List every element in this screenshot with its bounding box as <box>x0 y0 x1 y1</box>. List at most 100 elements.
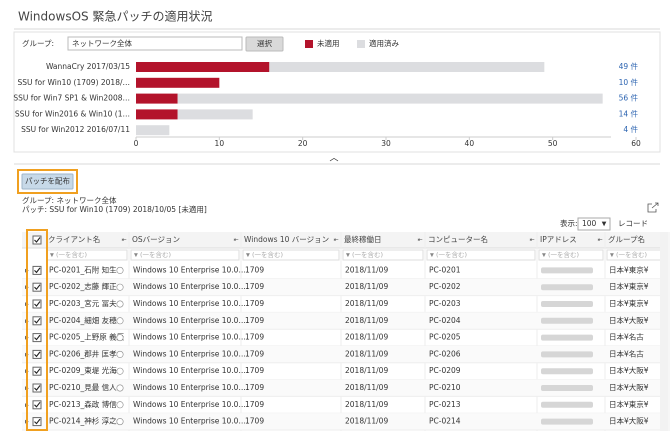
column-header[interactable]: Windows 10 バージョン <box>244 235 329 244</box>
row-checkbox[interactable] <box>32 333 42 343</box>
row-checkbox[interactable] <box>32 316 42 326</box>
row-checkbox[interactable] <box>32 299 42 309</box>
filter-placeholder: (一を含む) <box>252 251 283 259</box>
pin-icon[interactable]: ⇤ <box>333 237 338 244</box>
cell-win10: 1709 <box>245 316 264 325</box>
cell-client: PC-0202_志藤 輝正 <box>49 281 117 291</box>
info-icon[interactable] <box>116 418 124 426</box>
legend-swatch <box>305 40 313 48</box>
cell-computer: PC-0205 <box>429 333 461 342</box>
bar-segment[interactable] <box>136 109 178 120</box>
column-header[interactable]: OSバージョン <box>132 235 180 244</box>
bar-segment[interactable] <box>136 77 220 88</box>
bar-segment[interactable] <box>136 93 178 104</box>
column-header[interactable]: グループ名 <box>608 234 645 244</box>
column-header[interactable]: 最終稼働日 <box>344 234 382 244</box>
total-label: 14 件 <box>619 108 639 118</box>
filter-placeholder: (一を含む) <box>548 251 579 259</box>
cell-client: PC-0203_宮元 冨夫 <box>49 298 117 308</box>
info-icon[interactable] <box>116 367 124 375</box>
cell-win10: 1709 <box>245 366 264 375</box>
bar-segment[interactable] <box>136 125 170 136</box>
cell-group: 日本¥名古 <box>609 332 644 342</box>
cell-last: 2018/11/09 <box>345 349 388 358</box>
bar-segment[interactable] <box>136 62 270 72</box>
info-icon[interactable] <box>116 300 124 308</box>
filter-input[interactable] <box>242 249 340 261</box>
info-icon[interactable] <box>116 266 124 274</box>
column-header[interactable]: コンピューター名 <box>428 234 488 244</box>
select-button[interactable] <box>245 36 284 52</box>
bar-segment[interactable] <box>269 62 545 72</box>
legend-label: 適用済み <box>369 38 399 48</box>
cell-win10: 1709 <box>245 265 264 274</box>
row-checkbox[interactable] <box>32 400 42 410</box>
x-tick-label: 30 <box>381 139 391 148</box>
bar-segment[interactable] <box>177 93 603 104</box>
x-tick-label: 20 <box>298 139 308 148</box>
cell-computer: PC-0210 <box>429 383 461 392</box>
cell-computer: PC-0209 <box>429 366 461 375</box>
category-label: SSU for Win2012 2016/07/11 <box>21 125 130 134</box>
info-icon[interactable] <box>116 317 124 325</box>
info-icon[interactable] <box>116 283 124 291</box>
check-mark <box>34 317 41 324</box>
info-icon[interactable] <box>116 350 124 358</box>
x-tick-label: 50 <box>548 139 558 148</box>
row-checkbox[interactable] <box>32 366 42 376</box>
check-mark <box>34 237 41 243</box>
cell-os: Windows 10 Enterprise 10.0.… <box>133 265 248 274</box>
filter-input[interactable] <box>130 249 240 261</box>
export-icon[interactable] <box>647 202 659 213</box>
cell-os: Windows 10 Enterprise 10.0.… <box>133 299 248 308</box>
info-icon[interactable] <box>116 401 124 409</box>
filter-icon: ▼ <box>430 253 434 259</box>
column-header[interactable]: IPアドレス <box>540 235 577 244</box>
group-input[interactable] <box>67 36 243 51</box>
select-all-checkbox[interactable] <box>32 235 42 245</box>
row-checkbox[interactable] <box>32 417 42 427</box>
row-checkbox[interactable] <box>32 349 42 359</box>
scrollbar[interactable] <box>660 232 668 431</box>
cell-os: Windows 10 Enterprise 10.0.… <box>133 400 248 409</box>
pin-icon[interactable]: ⇤ <box>233 237 238 244</box>
distribute-button[interactable] <box>21 173 74 190</box>
info-icon[interactable] <box>116 384 124 392</box>
cell-client: PC-0209_東堤 光海 <box>49 365 117 375</box>
filter-input[interactable] <box>538 249 604 261</box>
distribute-button-label: パッチを配布 <box>25 176 70 186</box>
pin-icon[interactable]: ⇤ <box>417 237 422 244</box>
filter-input[interactable] <box>426 249 536 261</box>
info-icon[interactable] <box>116 334 124 342</box>
collapse-icon[interactable]: ︿ <box>329 154 338 164</box>
pin-icon[interactable]: ⇤ <box>529 237 534 244</box>
cell-group: 日本¥大阪¥ <box>609 315 649 325</box>
cell-last: 2018/11/09 <box>345 299 388 308</box>
blurred-ip <box>541 267 593 274</box>
highlight-checkboxes <box>26 229 48 431</box>
cell-group: 日本¥東京¥ <box>609 399 649 409</box>
bar-segment[interactable] <box>177 109 253 120</box>
row-checkbox[interactable] <box>32 282 42 292</box>
filter-icon: ▼ <box>610 253 614 259</box>
row-stripe <box>22 379 660 397</box>
row-stripe <box>22 312 660 330</box>
check-mark <box>34 351 41 358</box>
row-checkbox[interactable] <box>32 265 42 275</box>
pin-icon[interactable]: ⇤ <box>121 237 126 244</box>
total-label: 4 件 <box>623 124 638 134</box>
category-label: SSU for Win2016 & Win10 (1… <box>15 109 130 118</box>
filter-input[interactable] <box>342 249 424 261</box>
row-checkbox[interactable] <box>32 383 42 393</box>
cell-group: 日本¥東京¥ <box>609 298 649 308</box>
cell-last: 2018/11/09 <box>345 383 388 392</box>
cell-client: PC-0204_細畑 友穂 <box>49 315 117 325</box>
cell-group: 日本¥東京¥ <box>609 281 649 291</box>
pin-icon[interactable]: ⇤ <box>597 237 602 244</box>
column-header[interactable]: クライアント名 <box>48 234 100 244</box>
check-mark <box>34 334 41 341</box>
display-value: 100 <box>582 219 597 228</box>
display-select[interactable] <box>577 217 611 231</box>
chart-panel <box>13 31 661 153</box>
filter-placeholder: (一を含む) <box>352 251 383 259</box>
